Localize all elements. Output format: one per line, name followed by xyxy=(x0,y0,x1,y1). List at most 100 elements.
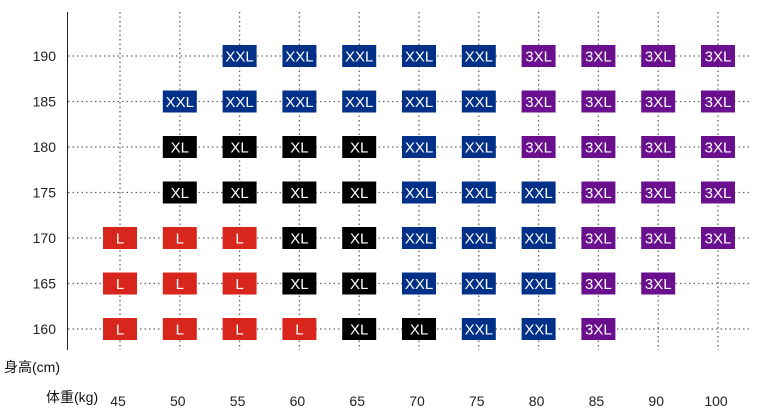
size-cell-box xyxy=(162,318,197,340)
size-cell-box xyxy=(701,136,735,158)
size-cell-label: XXL xyxy=(405,49,433,66)
size-cell-label: L xyxy=(116,231,124,248)
size-cell: XXL xyxy=(282,45,317,67)
size-cell: L xyxy=(162,227,197,249)
size-cell-box xyxy=(342,227,377,249)
size-cell-label: L xyxy=(295,322,303,339)
size-cell-box xyxy=(162,181,197,204)
size-cell-label: XXL xyxy=(405,276,433,293)
size-cell-label: XXL xyxy=(405,231,433,248)
size-cell-label: XL xyxy=(290,185,308,202)
y-tick-label: 185 xyxy=(33,94,57,110)
size-cell: XL xyxy=(342,318,377,340)
size-cell-label: XXL xyxy=(465,49,493,66)
size-cell-box xyxy=(282,181,317,204)
size-cell: L xyxy=(103,272,137,295)
size-cell-box xyxy=(402,318,436,340)
size-cell-label: XL xyxy=(171,140,189,157)
size-cell-label: L xyxy=(176,322,184,339)
size-cell-label: XL xyxy=(230,185,248,202)
y-tick-label: 160 xyxy=(33,321,57,337)
size-cell-box xyxy=(701,45,735,67)
size-cell-label: XXL xyxy=(405,185,433,202)
size-cell: XXL xyxy=(521,272,556,295)
size-cell-label: XXL xyxy=(345,49,373,66)
size-cell-box xyxy=(282,136,317,158)
size-cell: XL xyxy=(342,181,377,204)
size-cell: L xyxy=(103,227,137,249)
size-cell-box xyxy=(222,181,257,204)
x-tick-label: 90 xyxy=(648,393,664,409)
size-cell: L xyxy=(162,272,197,295)
size-cell-label: XXL xyxy=(524,322,552,339)
y-tick-label: 175 xyxy=(33,185,57,201)
y-axis-title: 身高(cm) xyxy=(4,359,60,375)
y-tick-label: 165 xyxy=(33,276,57,292)
size-cell-box xyxy=(581,318,616,340)
size-cell-box xyxy=(342,136,377,158)
size-cell-label: L xyxy=(116,276,124,293)
size-cell-label: XXL xyxy=(405,94,433,111)
size-cell: XL xyxy=(162,181,197,204)
size-cell-box xyxy=(222,318,257,340)
x-tick-label: 65 xyxy=(349,393,365,409)
size-cell: XXL xyxy=(402,272,436,295)
size-cell: XXL xyxy=(461,90,496,113)
size-cell: XXL xyxy=(402,90,436,113)
size-cell-label: XXL xyxy=(465,276,493,293)
size-cell-label: XL xyxy=(290,140,308,157)
size-cell-box xyxy=(282,272,317,295)
size-cell-label: 3XL xyxy=(645,140,672,157)
size-cell-box xyxy=(641,181,676,204)
size-cell-label: XXL xyxy=(465,185,493,202)
size-cell-box xyxy=(402,227,436,249)
x-tick-label: 50 xyxy=(170,393,186,409)
size-cell: XXL xyxy=(342,90,377,113)
size-cell-label: 3XL xyxy=(585,322,612,339)
size-cell-label: 3XL xyxy=(705,185,732,202)
size-cell-label: XXL xyxy=(524,231,552,248)
size-cell-box xyxy=(222,272,257,295)
size-cell-label: L xyxy=(235,322,243,339)
size-cell-box xyxy=(641,136,676,158)
size-cell-box xyxy=(701,227,735,249)
size-cell: 3XL xyxy=(641,227,676,249)
size-cell-box xyxy=(103,227,137,249)
x-tick-label: 70 xyxy=(409,393,425,409)
size-cell-label: 3XL xyxy=(705,140,732,157)
size-cell: XXL xyxy=(461,181,496,204)
size-cell: XL xyxy=(342,272,377,295)
size-cell: L xyxy=(162,318,197,340)
size-cell-box xyxy=(162,136,197,158)
size-cell: XXL xyxy=(222,90,257,113)
size-cell-box xyxy=(461,45,496,67)
size-cell-box xyxy=(641,90,676,113)
size-cell-label: 3XL xyxy=(585,276,612,293)
size-cell-label: 3XL xyxy=(585,94,612,111)
size-cell: XXL xyxy=(461,227,496,249)
size-cell-box xyxy=(521,45,556,67)
size-cell-box xyxy=(461,227,496,249)
size-cell: 3XL xyxy=(581,318,616,340)
size-cell-label: XL xyxy=(290,231,308,248)
size-cell-box xyxy=(581,227,616,249)
size-cell-label: L xyxy=(235,231,243,248)
size-cell: 3XL xyxy=(701,136,735,158)
size-cell: 3XL xyxy=(641,136,676,158)
size-cell-box xyxy=(581,90,616,113)
size-cell-box xyxy=(461,272,496,295)
size-cell-box xyxy=(641,227,676,249)
size-cell: 3XL xyxy=(521,45,556,67)
size-cells: XXL XXL XXL XXL XXL 3XL 3XL 3XL 3XL XXL XXL XXL XXL X… xyxy=(103,45,735,340)
size-cell-label: 3XL xyxy=(645,94,672,111)
size-cell-label: 3XL xyxy=(645,49,672,66)
x-tick-label: 55 xyxy=(230,393,246,409)
size-cell: 3XL xyxy=(581,136,616,158)
size-cell: 3XL xyxy=(581,272,616,295)
size-cell-label: L xyxy=(176,231,184,248)
y-tick-labels: 190 185 180 175 170 165 160 xyxy=(33,48,57,337)
size-cell: L xyxy=(222,272,257,295)
size-cell-box xyxy=(521,272,556,295)
size-cell: 3XL xyxy=(581,181,616,204)
size-cell-box xyxy=(461,318,496,340)
